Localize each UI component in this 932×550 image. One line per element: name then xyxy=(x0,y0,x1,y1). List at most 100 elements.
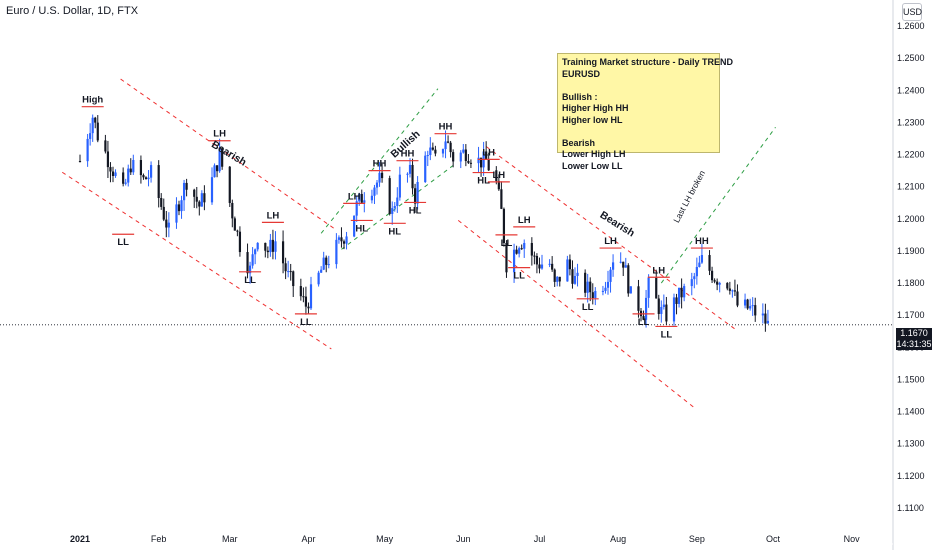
bullish-candle[interactable] xyxy=(512,249,516,273)
bullish-candle[interactable] xyxy=(644,297,648,320)
bearish-candle[interactable] xyxy=(733,290,737,292)
bullish-candle[interactable] xyxy=(375,182,379,188)
bearish-candle[interactable] xyxy=(515,249,518,254)
bearish-candle[interactable] xyxy=(584,272,587,293)
bullish-candle[interactable] xyxy=(690,279,693,287)
bearish-candle[interactable] xyxy=(228,166,231,203)
bearish-candle[interactable] xyxy=(713,280,716,282)
bearish-candle[interactable] xyxy=(238,231,242,253)
bullish-candle[interactable] xyxy=(114,172,117,176)
bearish-candle[interactable] xyxy=(452,152,455,162)
bullish-candle[interactable] xyxy=(147,177,150,180)
bearish-candle[interactable] xyxy=(342,241,346,244)
bullish-candle[interactable] xyxy=(624,265,627,268)
bearish-candle[interactable] xyxy=(533,255,536,257)
bullish-candle[interactable] xyxy=(327,264,330,266)
bullish-candle[interactable] xyxy=(429,147,432,156)
bullish-candle[interactable] xyxy=(182,182,186,201)
bullish-candle[interactable] xyxy=(200,193,203,207)
bullish-candle[interactable] xyxy=(462,149,465,153)
price-axis[interactable] xyxy=(893,0,932,550)
bearish-candle[interactable] xyxy=(157,165,160,199)
bullish-candle[interactable] xyxy=(548,263,551,265)
bearish-candle[interactable] xyxy=(325,257,328,265)
bullish-candle[interactable] xyxy=(619,261,622,263)
bullish-candle[interactable] xyxy=(358,193,361,202)
bearish-candle[interactable] xyxy=(736,291,739,306)
bullish-candle[interactable] xyxy=(408,164,412,174)
bearish-candle[interactable] xyxy=(497,180,500,190)
bearish-candle[interactable] xyxy=(142,175,145,178)
bullish-candle[interactable] xyxy=(672,297,676,322)
bearish-candle[interactable] xyxy=(139,160,143,176)
bearish-candle[interactable] xyxy=(637,286,640,311)
bullish-candle[interactable] xyxy=(695,266,698,277)
bearish-candle[interactable] xyxy=(500,189,503,209)
bearish-candle[interactable] xyxy=(78,160,82,162)
bullish-candle[interactable] xyxy=(556,276,559,282)
bearish-candle[interactable] xyxy=(538,264,541,269)
bullish-candle[interactable] xyxy=(444,141,447,150)
bearish-candle[interactable] xyxy=(413,188,417,204)
bullish-candle[interactable] xyxy=(751,305,754,307)
bullish-candle[interactable] xyxy=(86,138,89,162)
bearish-candle[interactable] xyxy=(94,117,97,123)
bearish-candle[interactable] xyxy=(307,306,310,309)
bearish-candle[interactable] xyxy=(165,219,168,228)
bearish-candle[interactable] xyxy=(388,178,391,214)
bearish-candle[interactable] xyxy=(203,193,206,203)
bearish-candle[interactable] xyxy=(726,282,729,289)
bullish-candle[interactable] xyxy=(731,290,734,292)
bearish-candle[interactable] xyxy=(622,261,625,268)
bullish-candle[interactable] xyxy=(660,306,663,314)
bearish-candle[interactable] xyxy=(502,208,506,243)
bullish-candle[interactable] xyxy=(393,205,396,209)
bearish-candle[interactable] xyxy=(431,147,434,150)
bullish-candle[interactable] xyxy=(322,257,325,270)
bearish-candle[interactable] xyxy=(728,288,731,291)
bullish-candle[interactable] xyxy=(611,262,615,270)
bullish-candle[interactable] xyxy=(749,306,752,309)
bullish-candle[interactable] xyxy=(335,239,338,265)
bullish-candle[interactable] xyxy=(167,222,170,228)
bearish-candle[interactable] xyxy=(144,177,148,180)
bearish-candle[interactable] xyxy=(505,242,508,273)
bearish-candle[interactable] xyxy=(221,148,224,167)
bearish-candle[interactable] xyxy=(129,168,132,173)
bullish-candle[interactable] xyxy=(523,242,526,249)
bearish-candle[interactable] xyxy=(302,296,305,298)
bearish-candle[interactable] xyxy=(657,298,660,314)
bullish-candle[interactable] xyxy=(441,149,445,154)
bearish-candle[interactable] xyxy=(446,141,450,143)
bearish-candle[interactable] xyxy=(233,218,236,231)
bullish-candle[interactable] xyxy=(576,272,579,276)
bullish-candle[interactable] xyxy=(370,195,374,201)
bullish-candle[interactable] xyxy=(629,286,632,294)
bullish-candle[interactable] xyxy=(320,269,323,273)
bearish-candle[interactable] xyxy=(215,165,219,172)
bullish-candle[interactable] xyxy=(256,242,259,250)
bullish-candle[interactable] xyxy=(426,155,429,157)
bullish-candle[interactable] xyxy=(609,269,612,282)
bullish-candle[interactable] xyxy=(601,290,605,292)
bullish-candle[interactable] xyxy=(540,264,544,269)
bearish-candle[interactable] xyxy=(340,237,343,242)
bullish-candle[interactable] xyxy=(175,204,178,223)
bullish-candle[interactable] xyxy=(274,241,277,252)
bullish-candle[interactable] xyxy=(210,177,214,203)
bearish-candle[interactable] xyxy=(195,196,198,202)
bearish-candle[interactable] xyxy=(591,292,594,298)
bearish-candle[interactable] xyxy=(665,304,668,322)
bullish-candle[interactable] xyxy=(594,290,597,298)
bearish-candle[interactable] xyxy=(264,242,267,251)
bullish-candle[interactable] xyxy=(700,255,704,263)
bullish-candle[interactable] xyxy=(254,249,257,255)
bearish-candle[interactable] xyxy=(464,149,467,161)
bearish-candle[interactable] xyxy=(716,281,719,285)
bearish-candle[interactable] xyxy=(675,297,678,304)
bullish-candle[interactable] xyxy=(337,237,341,240)
bullish-candle[interactable] xyxy=(391,208,394,214)
bearish-candle[interactable] xyxy=(710,270,714,281)
bearish-candle[interactable] xyxy=(754,305,757,316)
